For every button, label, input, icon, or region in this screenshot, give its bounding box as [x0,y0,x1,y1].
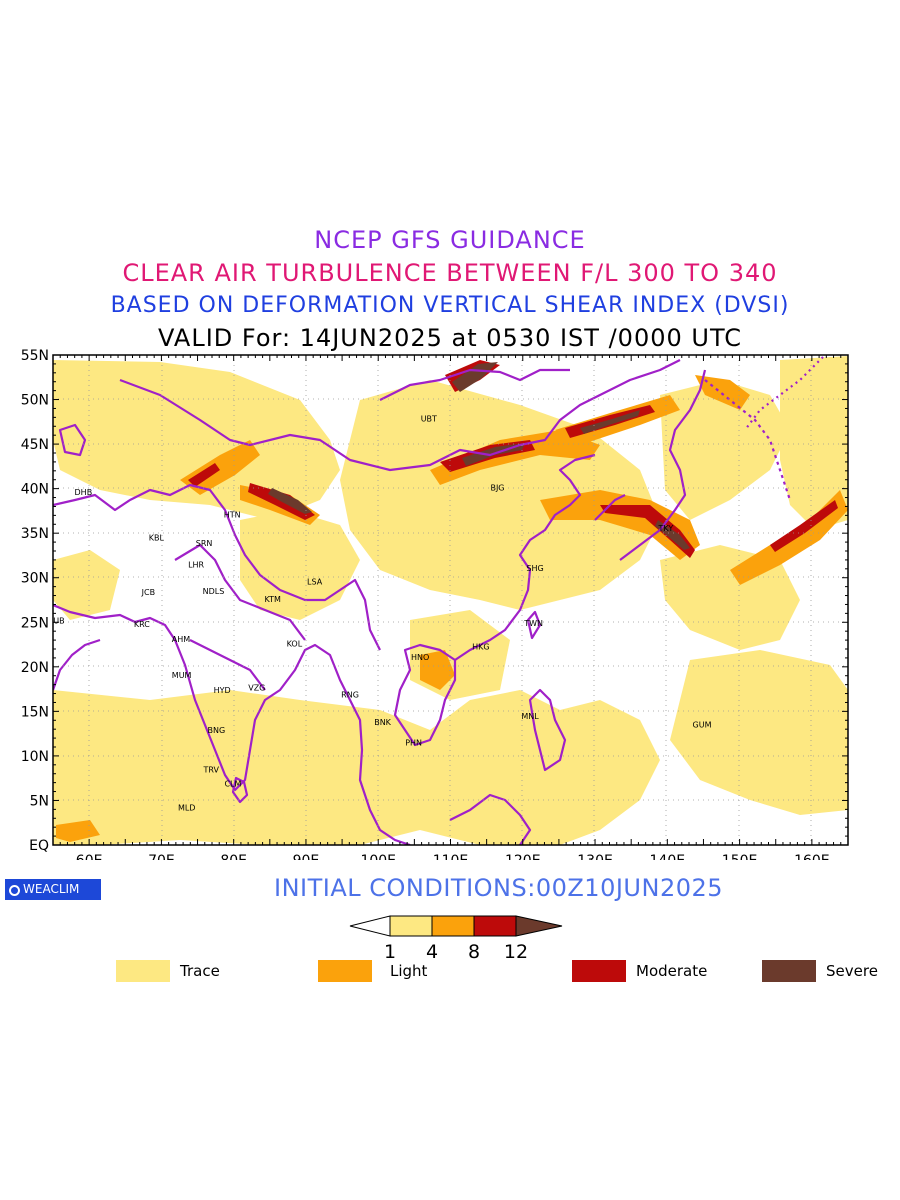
station-label-clm: CLM [224,780,241,789]
lon-label: 80E [220,853,247,860]
station-label-lhr: LHR [188,560,204,569]
lat-label: 5N [30,793,49,809]
lon-label: 110E [433,853,469,860]
lon-label: 120E [505,853,541,860]
lat-label: EQ [29,838,49,854]
colorbar-trace-box [389,915,433,937]
turbulence-map: UBT BJG DHB HTN KBL SRN LHR TKY SHG LSA JCB NDLS KTM… [21,348,849,860]
lat-label: 35N [21,526,49,542]
logo-icon [9,885,20,896]
station-label-mld: MLD [178,804,196,813]
station-label-shg: SHG [526,564,543,573]
lat-label: 25N [21,615,49,631]
chart-title: NCEP GFS GUIDANCE [314,226,586,254]
station-labels: UBT BJG DHB HTN KBL SRN LHR TKY SHG LSA JCB NDLS KTM… [47,414,712,813]
lat-label: 55N [21,348,49,364]
lon-label: 90E [293,853,320,860]
weaclim-logo: WEACLIM [5,879,101,900]
station-label-dub: DUB [47,616,65,625]
colorbar-light-box [431,915,475,937]
legend-swatch [318,960,372,982]
colorbar-tick: 4 [426,941,438,963]
legend-label: Moderate [636,962,708,980]
station-label-gum: GUM [693,721,712,730]
station-label-kbl: KBL [149,534,165,543]
legend-swatch [762,960,816,982]
legend-swatch [572,960,626,982]
lon-label: 150E [722,853,758,860]
colorbar-severe-triangle [515,915,563,937]
lat-label: 50N [21,393,49,409]
lon-label: 140E [650,853,686,860]
station-label-hno: HNO [411,653,429,662]
station-label-rng: RNG [341,690,359,699]
station-label-mum: MUM [172,671,192,680]
station-label-lsa: LSA [307,577,323,586]
lon-label: 70E [148,853,175,860]
station-label-ubt: UBT [421,414,437,423]
station-label-vzg: VZG [248,683,265,692]
index-description: BASED ON DEFORMATION VERTICAL SHEAR INDE… [110,293,790,318]
station-label-mnl: MNL [521,712,539,721]
valid-time: VALID For: 14JUN2025 at 0530 IST /0000 U… [158,324,742,352]
station-label-dhb: DHB [75,488,93,497]
lat-label: 20N [21,660,49,676]
station-label-htn: HTN [224,510,241,519]
station-label-hkg: HKG [472,642,489,651]
station-label-hyd: HYD [214,686,231,695]
lat-label: 15N [21,704,49,720]
chart-subtitle: CLEAR AIR TURBULENCE BETWEEN F/L 300 TO … [122,259,778,287]
station-label-bnk: BNK [374,718,391,727]
station-label-ahm: AHM [172,635,190,644]
colorbar-below-triangle [349,915,391,937]
station-label-ndls: NDLS [203,587,225,596]
colorbar-tick: 12 [504,941,528,963]
station-label-srn: SRN [196,539,213,548]
lat-lon-grid [53,355,848,845]
colorbar-moderate-box [473,915,517,937]
station-label-ktm: KTM [264,595,281,604]
station-label-kol: KOL [287,640,303,649]
lat-label: 45N [21,437,49,453]
lon-label: 100E [360,853,396,860]
station-label-phn: PHN [405,739,422,748]
station-label-bjg: BJG [490,484,504,493]
lat-label: 10N [21,749,49,765]
station-label-jcb: JCB [141,588,155,597]
colorbar: 1 4 8 12 [349,915,563,963]
colorbar-tick: 1 [384,941,396,963]
station-label-bng: BNG [208,726,226,735]
lat-label: 40N [21,482,49,498]
station-label-twn: TWN [523,619,543,628]
lon-label: 60E [76,853,103,860]
country-borders [53,355,827,845]
lon-label: 160E [794,853,830,860]
legend-label: Severe [826,962,878,980]
station-label-trv: TRV [203,765,220,774]
station-label-tky: TKY [658,524,674,533]
colorbar-tick: 8 [468,941,480,963]
logo-text: WEACLIM [23,882,80,896]
lat-label: 30N [21,571,49,587]
lon-label: 130E [577,853,613,860]
legend-label: Trace [180,962,220,980]
station-label-krc: KRC [134,620,150,629]
initial-conditions: INITIAL CONDITIONS:00Z10JUN2025 [274,874,724,902]
legend-swatch [116,960,170,982]
legend-label: Light [390,962,428,980]
